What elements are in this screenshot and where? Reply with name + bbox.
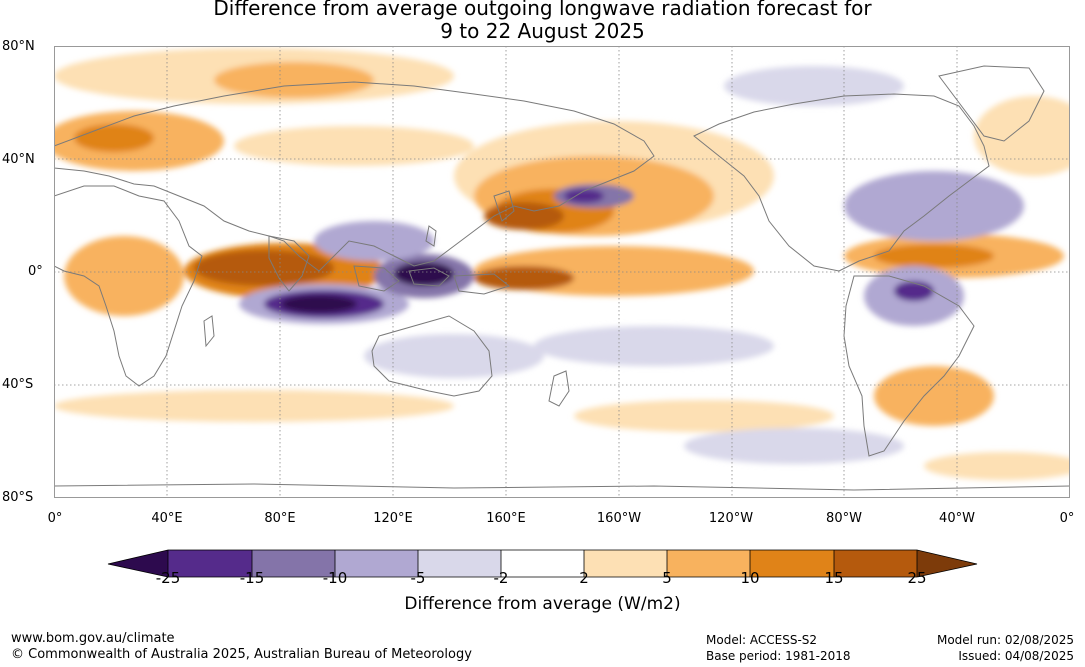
coastlines: [54, 65, 1070, 491]
anomaly-north-atlantic: [974, 96, 1070, 176]
colorbar-bin-pos15: [834, 550, 917, 577]
colorbar-tick-neg15: -15: [239, 569, 265, 587]
anomaly-south-atlantic: [874, 366, 994, 426]
colorbar-bin-neutral: [501, 550, 584, 577]
lat-label-40n: 40°N: [2, 152, 35, 167]
lon-label-40w: 40°W: [939, 511, 975, 526]
colorbar-bin-pos5: [667, 550, 750, 577]
colorbar-tick-pos25: 25: [907, 569, 927, 587]
olr-anomaly-map: [54, 46, 1070, 498]
chart-title: Difference from average outgoing longwav…: [213, 0, 872, 43]
footer-model: Model: ACCESS-S2: [706, 633, 818, 647]
colorbar-bin-neg5: [418, 550, 501, 577]
anomaly-atlantic-core: [874, 244, 994, 268]
colorbar-bin-neg15: [252, 550, 335, 577]
lon-label-80w: 80°W: [826, 511, 862, 526]
anomaly-pacific-negative-core: [564, 189, 604, 203]
footer-site-url: www.bom.gov.au/climate: [11, 631, 175, 646]
anomaly-south-pacific-negative: [534, 326, 774, 366]
anomaly-amazon-core: [894, 281, 934, 301]
anomaly-west-pacific-core: [484, 202, 564, 230]
anomaly-equatorial-pacific-core: [474, 266, 574, 290]
anomaly-bay-bengal: [314, 221, 434, 261]
anomaly-maritime-peak: [394, 262, 454, 286]
colorbar-bin-neg25: [168, 550, 252, 577]
anomaly-southern-atlantic: [924, 452, 1070, 480]
anomaly-southern-pacific: [574, 400, 834, 432]
anomaly-arctic-negative: [724, 66, 904, 106]
lat-label-80s: 80°S: [2, 490, 34, 505]
anomaly-europe-core: [74, 124, 154, 152]
map-frame: [54, 46, 1070, 498]
lon-label-120e: 120°E: [373, 511, 413, 526]
graticule: [54, 46, 1070, 498]
lon-label-160e: 160°E: [486, 511, 526, 526]
lat-label-80n: 80°N: [2, 39, 35, 54]
footer-issued: Issued: 04/08/2025: [958, 649, 1074, 663]
footer-base-period: Base period: 1981-2018: [706, 649, 851, 663]
colorbar-tick-neg2: -2: [493, 569, 509, 587]
colorbar-tick-pos2: 2: [579, 569, 589, 587]
colorbar-label: Difference from average (W/m2): [404, 594, 681, 614]
colorbar-bin-pos10: [750, 550, 834, 577]
colorbar-bin-pos2: [584, 550, 667, 577]
anomaly-australia-negative: [364, 334, 544, 378]
colorbar-tick-neg10: -10: [322, 569, 348, 587]
colorbar-tick-neg5: -5: [410, 569, 426, 587]
anomaly-north-atlantic-negative: [844, 171, 1024, 241]
anomaly-southern-ocean-negative: [684, 428, 904, 464]
colorbar-tick-pos5: 5: [662, 569, 672, 587]
colorbar-extend-low: [108, 550, 168, 577]
lon-label-0-right: 0°: [1059, 511, 1075, 526]
anomaly-africa-positive: [64, 236, 184, 316]
lon-label-0: 0°: [47, 511, 63, 526]
colorbar-extend-high: [917, 550, 977, 577]
lon-label-40e: 40°E: [151, 511, 183, 526]
anomaly-southern-indian: [54, 390, 454, 422]
anomaly-central-asia: [234, 126, 474, 166]
lon-label-120w: 120°W: [708, 511, 754, 526]
lon-label-160w: 160°W: [596, 511, 642, 526]
colorbar-tick-pos15: 15: [824, 569, 844, 587]
colorbar-bin-neg10: [335, 550, 418, 577]
colorbar-tick-neg25: -25: [155, 569, 181, 587]
colorbar: [107, 549, 978, 578]
map-svg: [54, 46, 1070, 498]
footer-model-run: Model run: 02/08/2025: [936, 633, 1074, 647]
anomaly-field: [54, 48, 1070, 480]
anomaly-arctic-siberia-core: [214, 62, 374, 98]
colorbar-tick-pos10: 10: [740, 569, 760, 587]
lat-label-equator: 0°: [28, 264, 43, 279]
anomaly-south-indian-peak: [281, 295, 357, 313]
lat-label-40s: 40°S: [2, 377, 34, 392]
anomaly-indian-ocean-core: [194, 250, 334, 286]
footer-copyright: © Commonwealth of Australia 2025, Austra…: [11, 647, 472, 662]
lon-label-80e: 80°E: [264, 511, 296, 526]
